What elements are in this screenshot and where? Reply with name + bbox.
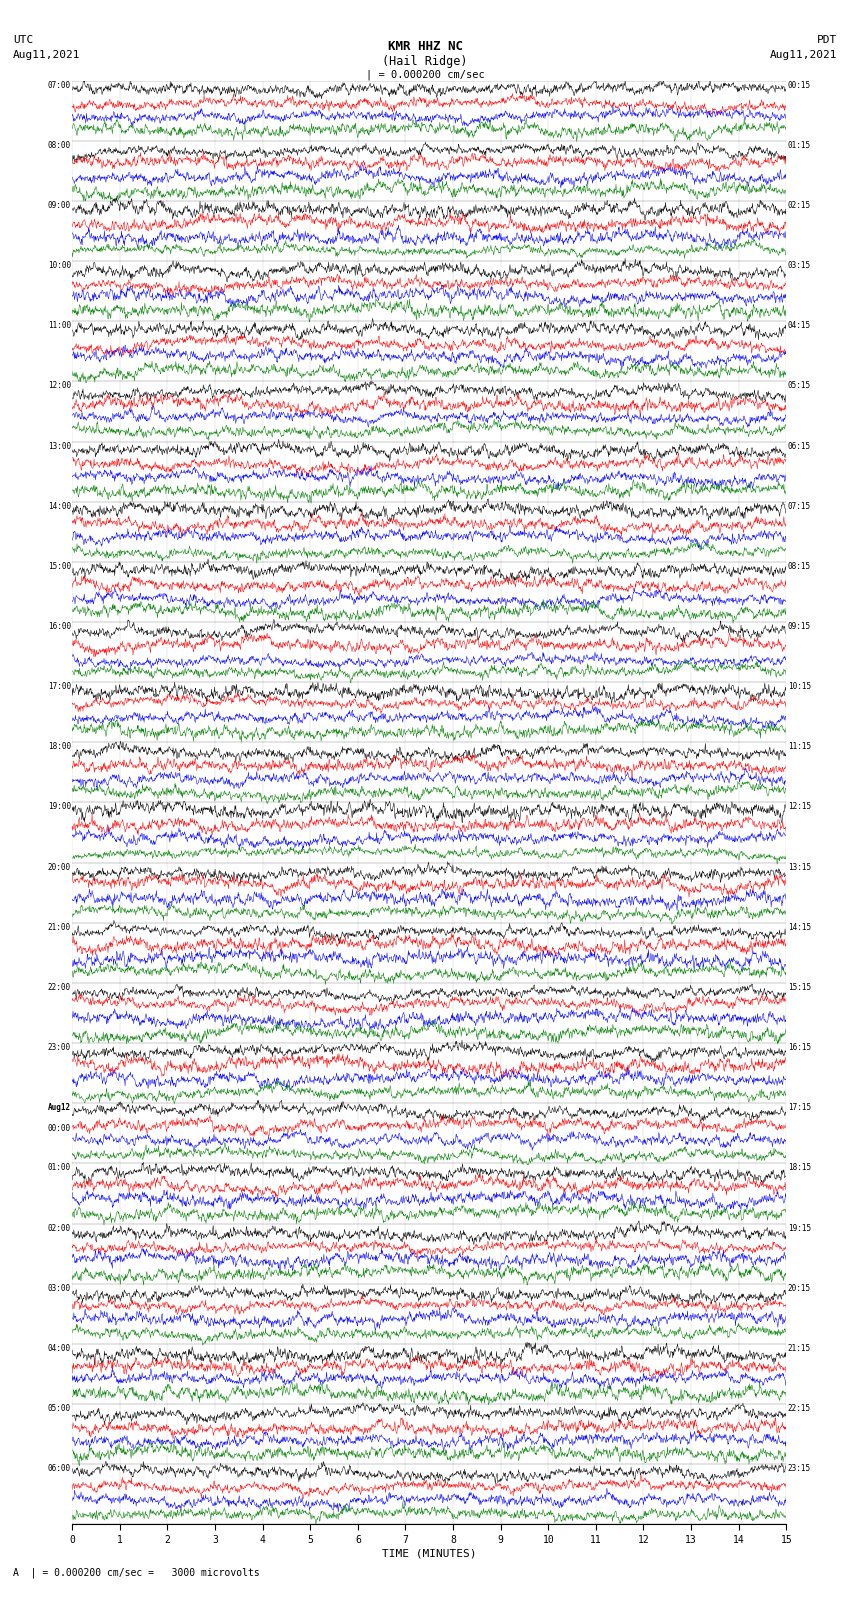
- Text: 14:00: 14:00: [48, 502, 71, 511]
- Text: 05:15: 05:15: [788, 381, 811, 390]
- Text: 03:00: 03:00: [48, 1284, 71, 1292]
- Text: 12:15: 12:15: [788, 803, 811, 811]
- Text: 11:15: 11:15: [788, 742, 811, 752]
- Text: 12:00: 12:00: [48, 381, 71, 390]
- Text: 18:15: 18:15: [788, 1163, 811, 1173]
- Text: 11:00: 11:00: [48, 321, 71, 331]
- Text: Aug12: Aug12: [48, 1103, 71, 1113]
- Text: 06:00: 06:00: [48, 1465, 71, 1473]
- Text: 19:15: 19:15: [788, 1224, 811, 1232]
- Text: UTC: UTC: [13, 35, 33, 45]
- Text: 15:00: 15:00: [48, 561, 71, 571]
- Text: 02:00: 02:00: [48, 1224, 71, 1232]
- Text: 04:15: 04:15: [788, 321, 811, 331]
- Text: Aug11,2021: Aug11,2021: [770, 50, 837, 60]
- Text: 21:15: 21:15: [788, 1344, 811, 1353]
- Text: 17:00: 17:00: [48, 682, 71, 690]
- Text: Aug11,2021: Aug11,2021: [13, 50, 80, 60]
- X-axis label: TIME (MINUTES): TIME (MINUTES): [382, 1548, 477, 1558]
- Text: 23:15: 23:15: [788, 1465, 811, 1473]
- Text: 07:15: 07:15: [788, 502, 811, 511]
- Text: 05:00: 05:00: [48, 1403, 71, 1413]
- Text: 22:00: 22:00: [48, 982, 71, 992]
- Text: 22:15: 22:15: [788, 1403, 811, 1413]
- Text: 09:00: 09:00: [48, 202, 71, 210]
- Text: 16:15: 16:15: [788, 1044, 811, 1052]
- Text: 00:00: 00:00: [48, 1124, 71, 1134]
- Text: 15:15: 15:15: [788, 982, 811, 992]
- Text: 20:00: 20:00: [48, 863, 71, 871]
- Text: 20:15: 20:15: [788, 1284, 811, 1292]
- Text: 09:15: 09:15: [788, 623, 811, 631]
- Text: KMR HHZ NC: KMR HHZ NC: [388, 40, 462, 53]
- Text: 19:00: 19:00: [48, 803, 71, 811]
- Text: 16:00: 16:00: [48, 623, 71, 631]
- Text: 01:00: 01:00: [48, 1163, 71, 1173]
- Text: (Hail Ridge): (Hail Ridge): [382, 55, 468, 68]
- Text: 07:00: 07:00: [48, 81, 71, 90]
- Text: PDT: PDT: [817, 35, 837, 45]
- Text: 01:15: 01:15: [788, 140, 811, 150]
- Text: 14:15: 14:15: [788, 923, 811, 932]
- Text: 03:15: 03:15: [788, 261, 811, 269]
- Text: 04:00: 04:00: [48, 1344, 71, 1353]
- Text: 02:15: 02:15: [788, 202, 811, 210]
- Text: 13:00: 13:00: [48, 442, 71, 450]
- Text: | = 0.000200 cm/sec: | = 0.000200 cm/sec: [366, 69, 484, 81]
- Text: 13:15: 13:15: [788, 863, 811, 871]
- Text: 10:00: 10:00: [48, 261, 71, 269]
- Text: 23:00: 23:00: [48, 1044, 71, 1052]
- Text: 08:00: 08:00: [48, 140, 71, 150]
- Text: 17:15: 17:15: [788, 1103, 811, 1113]
- Text: 08:15: 08:15: [788, 561, 811, 571]
- Text: 06:15: 06:15: [788, 442, 811, 450]
- Text: 21:00: 21:00: [48, 923, 71, 932]
- Text: A  | = 0.000200 cm/sec =   3000 microvolts: A | = 0.000200 cm/sec = 3000 microvolts: [13, 1566, 259, 1578]
- Text: 10:15: 10:15: [788, 682, 811, 690]
- Text: 18:00: 18:00: [48, 742, 71, 752]
- Text: 00:15: 00:15: [788, 81, 811, 90]
